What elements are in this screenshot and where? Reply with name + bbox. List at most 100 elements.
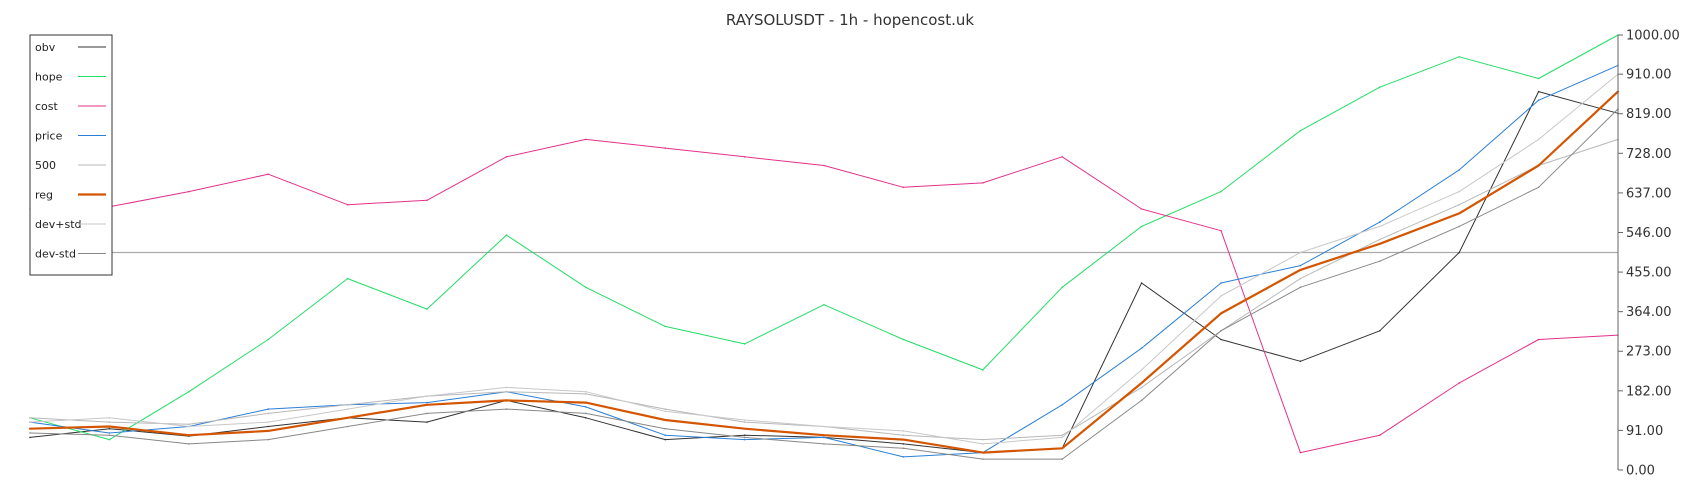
data-point [1220, 282, 1222, 284]
y-tick-label: 728.00 [1626, 147, 1672, 162]
data-point [902, 338, 905, 341]
data-point [108, 434, 111, 437]
data-point [1220, 295, 1222, 297]
data-point [1299, 269, 1302, 271]
data-point [426, 308, 428, 310]
legend-label: cost [35, 100, 59, 113]
data-point [1220, 330, 1222, 332]
data-point [585, 406, 587, 408]
data-point [1458, 225, 1460, 228]
data-point [982, 182, 984, 184]
data-point [1458, 251, 1460, 254]
series-dev-std [29, 108, 1619, 460]
legend-item: obv [35, 41, 106, 54]
y-tick-label: 455.00 [1626, 266, 1672, 281]
data-point [1299, 129, 1302, 132]
data-point [823, 164, 825, 167]
data-point [346, 277, 349, 280]
data-point [664, 325, 666, 328]
data-point [1299, 264, 1302, 267]
data-point [982, 438, 984, 441]
data-point [188, 443, 190, 445]
data-point [267, 408, 270, 410]
data-point [29, 417, 31, 419]
data-point [1140, 347, 1143, 350]
data-point [1140, 386, 1143, 389]
data-point [426, 199, 428, 202]
data-point [902, 434, 905, 437]
data-point [505, 390, 508, 393]
legend-item: dev+std [35, 218, 106, 231]
data-point [585, 401, 587, 404]
data-point [505, 408, 508, 410]
data-point [426, 404, 428, 406]
data-point [267, 412, 270, 415]
series-dev-std [29, 73, 1619, 445]
data-point [823, 443, 825, 445]
data-point [823, 434, 825, 437]
data-point [505, 386, 508, 389]
data-point [823, 425, 825, 428]
y-tick-label: 364.00 [1626, 305, 1672, 320]
legend-label: obv [35, 41, 56, 54]
data-point [1140, 382, 1143, 384]
y-tick-label: 637.00 [1626, 186, 1672, 201]
data-point [1220, 229, 1222, 232]
data-point [1061, 286, 1063, 289]
data-point [743, 436, 746, 439]
data-point [1458, 203, 1460, 206]
series-reg [28, 90, 1620, 454]
data-point [1299, 251, 1302, 254]
data-point [664, 410, 666, 413]
data-point [902, 438, 905, 441]
data-point [1458, 169, 1460, 171]
data-point [1299, 451, 1302, 454]
data-point [108, 427, 111, 430]
data-point [982, 443, 984, 445]
data-point [664, 408, 666, 410]
legend-label: reg [35, 189, 53, 202]
legend-item: reg [35, 189, 106, 202]
data-point [585, 390, 587, 393]
data-point [1379, 221, 1381, 223]
data-point [1537, 164, 1540, 167]
data-point [585, 286, 587, 289]
data-point [823, 436, 825, 439]
data-point [743, 438, 746, 441]
data-point [664, 427, 666, 430]
data-point [108, 432, 111, 434]
chart-title: RAYSOLUSDT - 1h - hopencost.uk [726, 11, 975, 29]
data-point [743, 434, 746, 437]
data-point [108, 421, 111, 423]
data-point [902, 447, 905, 450]
data-point [1061, 156, 1063, 158]
data-point [1061, 404, 1063, 406]
data-point [1299, 277, 1302, 280]
y-tick-label: 819.00 [1626, 107, 1672, 122]
legend-item: hope [35, 71, 106, 84]
data-point [1537, 338, 1540, 341]
data-point [267, 438, 270, 441]
data-point [1379, 330, 1381, 332]
data-point [1061, 436, 1063, 439]
y-tick-label: 1000.00 [1626, 29, 1680, 44]
series-group [28, 34, 1620, 460]
data-point [1140, 399, 1143, 402]
data-point [1537, 77, 1540, 80]
data-point [1299, 286, 1302, 289]
data-point [267, 421, 270, 423]
data-point [505, 399, 508, 402]
data-point [1220, 338, 1222, 341]
data-point [902, 430, 905, 432]
y-tick-label: 182.00 [1626, 384, 1672, 399]
data-point [1379, 243, 1381, 245]
data-point [982, 458, 984, 460]
y-tick-label: 273.00 [1626, 345, 1672, 360]
data-point [743, 343, 746, 345]
data-point [1379, 225, 1381, 228]
data-point [743, 419, 746, 421]
data-point [29, 421, 31, 423]
data-point [188, 425, 190, 428]
